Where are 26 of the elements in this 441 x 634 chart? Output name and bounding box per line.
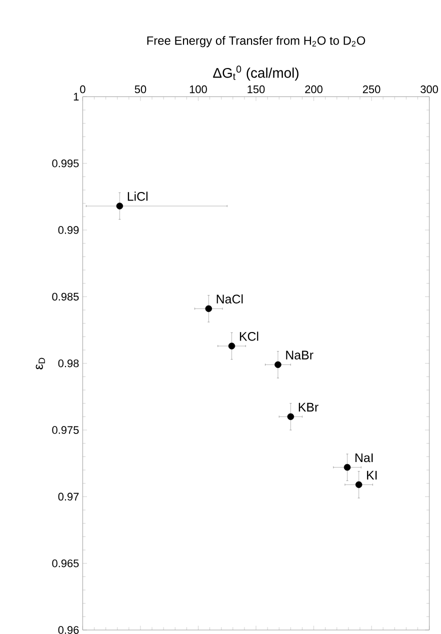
y-tick-label: 0.96	[58, 626, 79, 634]
x-tick-label: 150	[248, 85, 265, 94]
y-tick-label: 0.985	[52, 292, 79, 301]
x-tick-label: 50	[134, 85, 146, 94]
annotation: KCl	[240, 332, 258, 341]
chart-title: Free Energy of Transfer from H$_{2}$O to D$_{2}$O	[147, 36, 366, 48]
x-tick-label: 300	[420, 85, 438, 94]
y-tick-label: 0.98	[58, 359, 79, 368]
y-tick-label: 0.965	[52, 559, 79, 568]
y-tick-label: 0.995	[52, 159, 79, 168]
annotation: NaI	[355, 453, 373, 462]
x-tick-label: 100	[190, 85, 207, 94]
x-axis-title: ΔG$_{t}$$^{0}$ (cal/mol)	[213, 66, 298, 81]
annotation: NaCl	[216, 294, 243, 304]
annotation: LiCl	[128, 192, 148, 201]
x-tick-label: 250	[362, 85, 380, 94]
y-tick-label: 0.99	[58, 226, 79, 234]
y-tick-label: 0.975	[52, 426, 79, 434]
y-tick-label: 0.97	[58, 492, 79, 501]
x-tick-label: 0	[80, 85, 86, 94]
annotation: KBr	[298, 402, 318, 412]
annotation: KI	[367, 470, 377, 480]
annotation: NaBr	[286, 350, 314, 360]
y-axis-title: ε$_{D}$	[36, 358, 45, 370]
x-tick-label: 200	[305, 85, 322, 94]
y-tick-label: 1	[74, 92, 79, 100]
